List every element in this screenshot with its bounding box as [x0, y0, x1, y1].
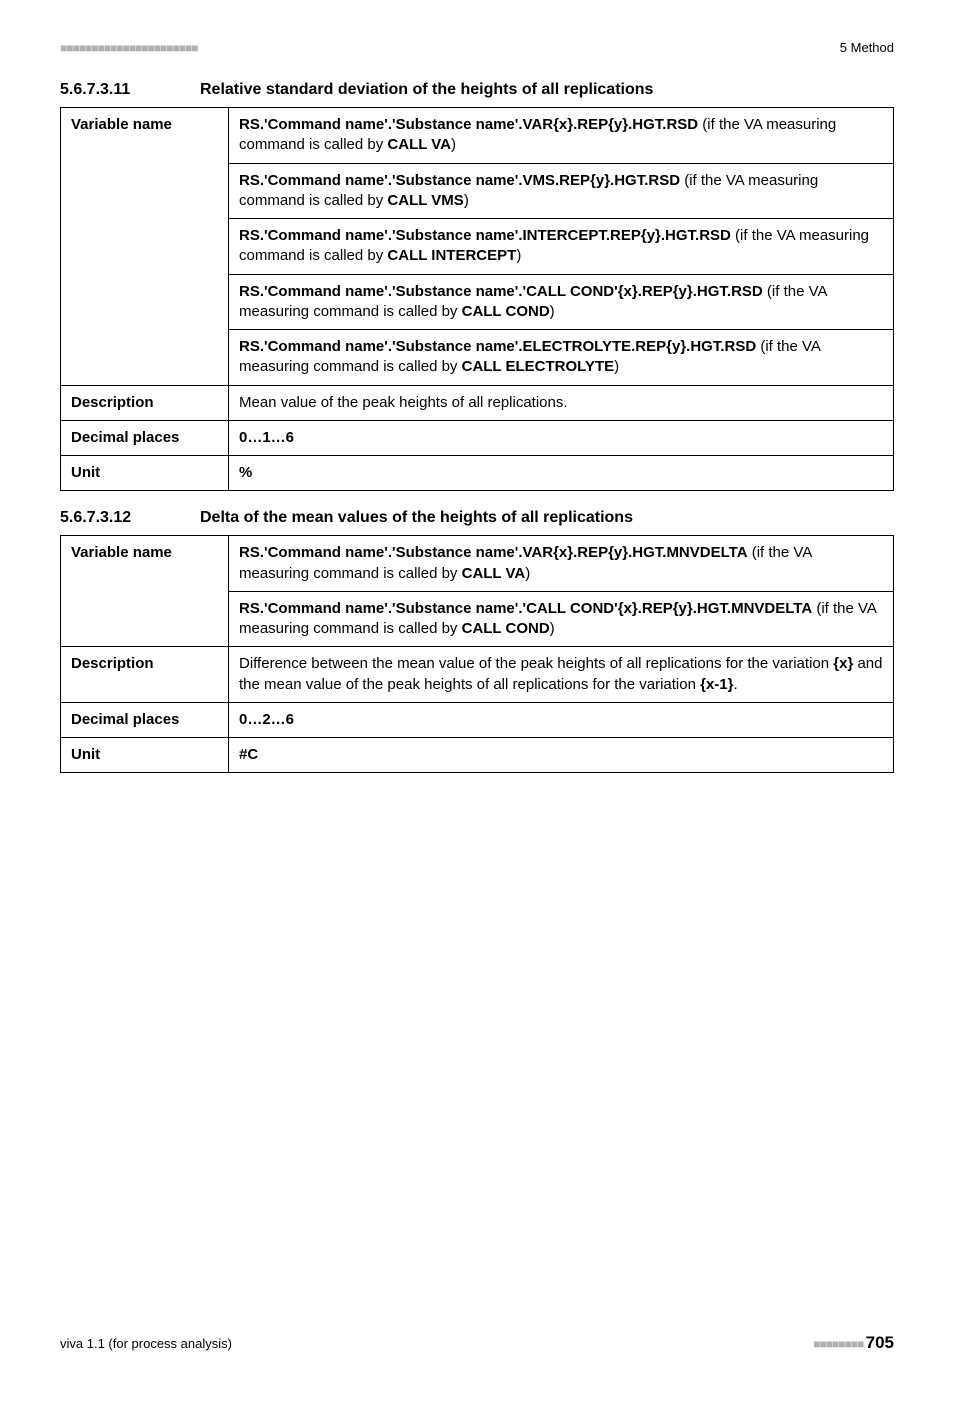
description-value: Difference between the mean value of the… — [229, 647, 894, 703]
footer-page-number: 705 — [866, 1333, 894, 1352]
unit-value: #C — [229, 738, 894, 773]
section-title: Relative standard deviation of the heigh… — [200, 81, 653, 99]
vn-plain2: ) — [525, 565, 530, 582]
vn-plain2: ) — [464, 192, 469, 209]
section-heading-2: 5.6.7.3.12 Delta of the mean values of t… — [60, 509, 894, 527]
desc-part: . — [733, 676, 737, 693]
spec-table-2: Variable name RS.'Command name'.'Substan… — [60, 535, 894, 773]
decimal-places-label: Decimal places — [61, 702, 229, 737]
section-number: 5.6.7.3.11 — [60, 81, 200, 99]
decimal-places-value: 0…1…6 — [229, 420, 894, 455]
desc-part-bold: {x-1} — [700, 676, 733, 693]
unit-value: % — [229, 456, 894, 491]
vn-plain1b: called by — [398, 620, 461, 637]
vn-bold: RS.'Command name'.'Substance name'.'CALL… — [239, 600, 812, 617]
unit-label: Unit — [61, 456, 229, 491]
desc-part-bold: {x} — [833, 655, 853, 672]
varname-value: RS.'Command name'.'Substance name'.VAR{x… — [229, 108, 894, 386]
header-dashes: ■■■■■■■■■■■■■■■■■■■■■■ — [60, 41, 197, 55]
vn-bold2: CALL VA — [462, 565, 526, 582]
vn-bold2: CALL VMS — [387, 192, 463, 209]
vn-bold: RS.'Command name'.'Substance name'.ELECT… — [239, 338, 756, 355]
vn-bold: RS.'Command name'.'Substance name'.'CALL… — [239, 283, 763, 300]
vn-plain2: ) — [516, 247, 521, 264]
vn-plain2: ) — [451, 136, 456, 153]
section-title: Delta of the mean values of the heights … — [200, 509, 633, 527]
varname-value: RS.'Command name'.'Substance name'.VAR{x… — [229, 536, 894, 647]
vn-bold2: CALL COND — [462, 620, 550, 637]
vn-bold2: CALL INTERCEPT — [387, 247, 516, 264]
vn-bold2: CALL COND — [462, 303, 550, 320]
vn-bold2: CALL ELECTROLYTE — [462, 358, 615, 375]
footer-dashes: ■■■■■■■■ — [813, 1337, 865, 1351]
page-header: ■■■■■■■■■■■■■■■■■■■■■■ 5 Method — [60, 40, 894, 55]
decimal-places-value: 0…2…6 — [229, 702, 894, 737]
description-value: Mean value of the peak heights of all re… — [229, 385, 894, 420]
vn-plain2: ) — [550, 303, 555, 320]
unit-label: Unit — [61, 738, 229, 773]
varname-label: Variable name — [61, 536, 229, 647]
description-label: Description — [61, 647, 229, 703]
footer-left: viva 1.1 (for process analysis) — [60, 1336, 232, 1351]
header-section: 5 Method — [840, 40, 894, 55]
spec-table-1: Variable name RS.'Command name'.'Substan… — [60, 107, 894, 491]
section-number: 5.6.7.3.12 — [60, 509, 200, 527]
footer-right: ■■■■■■■■ 705 — [813, 1333, 894, 1353]
decimal-places-label: Decimal places — [61, 420, 229, 455]
vn-bold: RS.'Command name'.'Substance name'.VMS.R… — [239, 172, 680, 189]
varname-label: Variable name — [61, 108, 229, 386]
vn-plain2: ) — [614, 358, 619, 375]
vn-plain2: ) — [550, 620, 555, 637]
vn-bold2: CALL VA — [387, 136, 451, 153]
description-label: Description — [61, 385, 229, 420]
section-heading-1: 5.6.7.3.11 Relative standard deviation o… — [60, 81, 894, 99]
vn-bold: RS.'Command name'.'Substance name'.VAR{x… — [239, 544, 748, 561]
vn-bold: RS.'Command name'.'Substance name'.VAR{x… — [239, 116, 698, 133]
desc-part: Difference between the mean value of the… — [239, 655, 833, 672]
page-footer: viva 1.1 (for process analysis) ■■■■■■■■… — [60, 1333, 894, 1353]
vn-bold: RS.'Command name'.'Substance name'.INTER… — [239, 227, 731, 244]
